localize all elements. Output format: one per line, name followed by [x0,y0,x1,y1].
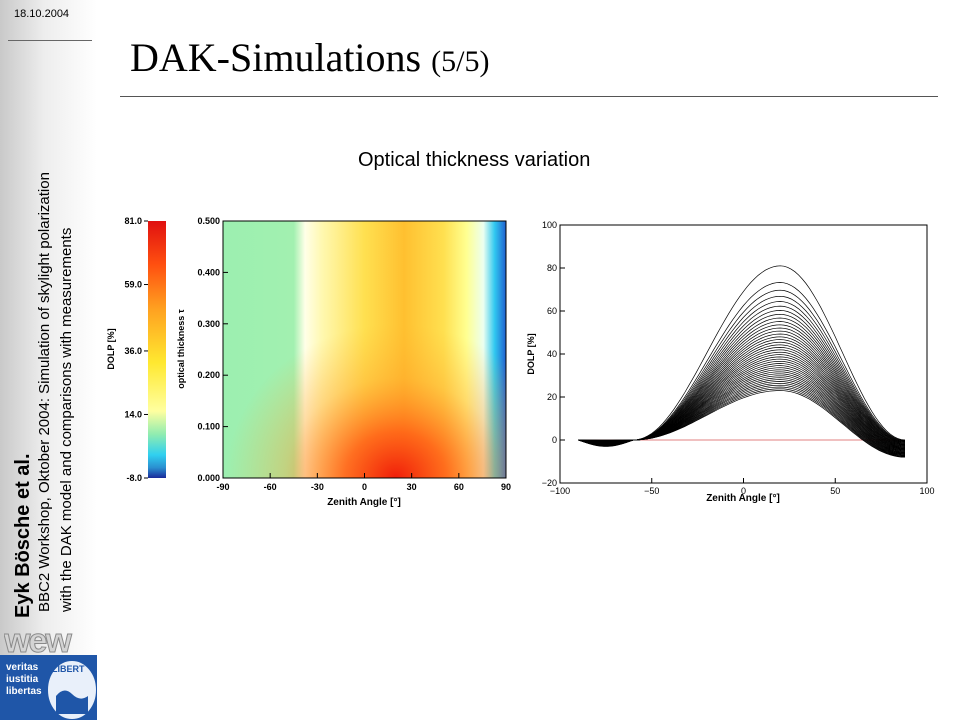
line-ytick-label: 0 [552,435,557,445]
heatmap-xtick-label: -60 [264,482,277,492]
seal-icon: LIBERT [46,659,97,720]
page-title: DAK-Simulations (5/5) [130,34,489,81]
line-xtick-label: −100 [550,486,570,496]
heatmap-xtick-label: 60 [454,482,464,492]
sidebar-panel [0,0,97,720]
motto-word: veritas [6,662,39,673]
heatmap-xtick-label: -30 [311,482,324,492]
seal-text: LIBERT [52,664,85,674]
line-xtick-label: 0 [741,486,746,496]
title-main: DAK-Simulations [130,35,422,80]
author-name: Eyk Bösche et al. [12,453,34,618]
heatmap-chart: 81.0 59.0 36.0 14.0 -8.0 DOLP [%] -90 -60 -30 0… [106,216,511,508]
line-ytick-label: 20 [547,392,557,402]
line-ytick-label: 100 [542,220,557,230]
line-xlabel: Zenith Angle [°] [706,493,780,504]
motto-word: iustitia [6,674,39,685]
line-xtick-label: 50 [830,486,840,496]
line-ytick-label: −20 [542,478,557,488]
motto-word: libertas [6,686,42,697]
line-ylabel: DOLP [%] [526,333,536,374]
heatmap-xtick-label: 30 [407,482,417,492]
slide-subtitle: Optical thickness variation [358,149,591,171]
wew-logo-text: wew [4,624,72,656]
workshop-line: BBC2 Workshop, Oktober 2004: Simulation … [36,172,53,612]
heatmap-ylabel: optical thickness τ [176,309,186,389]
colorbar-tick-label: 14.0 [124,409,142,419]
motto-text: veritas iustitia libertas [6,662,42,698]
heatmap-ytick-label: 0.400 [197,267,220,277]
heatmap-xtick-label: 0 [362,482,367,492]
line-ytick-label: 60 [547,306,557,316]
heatmap-hotspot [223,221,506,478]
heatmap-ytick-label: 0.000 [197,473,220,483]
colorbar-tick-label: 59.0 [124,280,142,290]
heatmap-xlabel: Zenith Angle [°] [327,497,401,508]
line-xtick-label: −50 [644,486,659,496]
line-chart: −100 −50 0 50 100 100 80 60 40 20 0 −20 Zenith Angl… [526,220,935,504]
heatmap-ytick-label: 0.300 [197,319,220,329]
workshop-line-2: with the DAK model and comparisons with … [58,227,75,612]
colorbar [148,221,166,478]
colorbar-label: DOLP [%] [106,328,116,369]
series-group [578,265,906,458]
date-label: 18.10.2004 [14,8,70,20]
heatmap-xtick-label: -90 [216,482,229,492]
sidebar-divider [8,40,92,41]
heatmap-ytick-label: 0.100 [197,422,220,432]
colorbar-tick-label: 36.0 [124,346,142,356]
dolp-series-line [578,390,906,458]
colorbar-tick-label: -8.0 [126,473,142,483]
line-ytick-label: 80 [547,263,557,273]
title-page-number: (5/5) [431,45,490,78]
heatmap-ytick-label: 0.200 [197,370,220,380]
line-xtick-label: 100 [919,486,934,496]
line-ytick-label: 40 [547,349,557,359]
heatmap-xtick-label: 90 [501,482,511,492]
colorbar-ticks: 81.0 59.0 36.0 14.0 -8.0 [124,216,148,483]
title-divider [120,96,938,97]
heatmap-ytick-label: 0.500 [197,216,220,226]
line-ticks: −100 −50 0 50 100 100 80 60 40 20 0 −20 [542,220,935,496]
wew-logo: wew [4,624,75,656]
heatmap-ticks: -90 -60 -30 0 30 60 90 0.000 0.100 0.200 0.300 0.40… [197,216,511,492]
colorbar-tick-label: 81.0 [124,216,142,226]
